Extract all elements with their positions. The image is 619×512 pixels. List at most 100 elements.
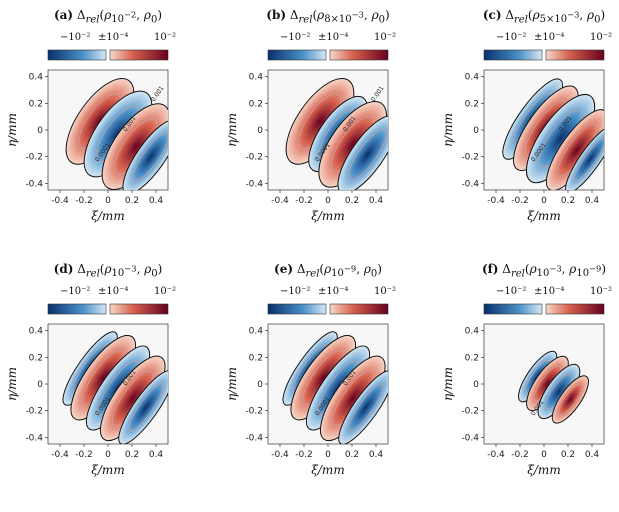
colorbar-tick-label: 10⁻² <box>590 32 613 43</box>
colorbar-tick-label: −10⁻² <box>496 32 527 43</box>
y-tick-label: 0.2 <box>29 99 43 109</box>
x-axis-label: ξ/mm <box>527 463 560 477</box>
x-tick-label: 0.2 <box>125 450 139 460</box>
positive-region <box>551 375 589 424</box>
colorbar-positive <box>329 49 389 61</box>
colorbar-tick-label: 10⁻² <box>154 32 177 43</box>
y-axis-label: η/mm <box>228 113 239 147</box>
x-tick-label: 0.4 <box>585 196 600 206</box>
y-tick-label: 0.4 <box>465 73 480 83</box>
x-tick-label: 0 <box>105 450 111 460</box>
y-tick-label: -0.2 <box>25 407 43 417</box>
colorbar-tick-label: 10⁻² <box>374 286 397 297</box>
y-tick-label: -0.2 <box>461 153 479 163</box>
y-axis-label: η/mm <box>444 113 455 147</box>
y-tick-label: -0.4 <box>25 179 43 189</box>
colorbar-tick-label: ±10⁻⁴ <box>318 32 349 43</box>
x-tick-label: 0.2 <box>125 196 139 206</box>
y-tick-label: 0.4 <box>249 327 264 337</box>
colorbar-positive <box>109 49 169 61</box>
x-tick-label: 0 <box>105 196 111 206</box>
y-tick-label: 0 <box>37 380 43 390</box>
colorbar-tick-label: −10⁻² <box>60 32 91 43</box>
colorbar-negative <box>483 49 543 61</box>
positive-region <box>99 355 166 442</box>
x-tick-label: 0.4 <box>369 450 384 460</box>
x-axis-label: ξ/mm <box>91 463 124 477</box>
y-tick-label: 0.4 <box>29 327 44 337</box>
x-tick-label: 0.4 <box>149 196 164 206</box>
x-tick-label: 0 <box>541 450 547 460</box>
negative-region <box>337 115 388 190</box>
colorbar-tick-label: ±10⁻⁴ <box>534 286 565 297</box>
x-tick-label: -0.4 <box>271 450 289 460</box>
x-tick-label: -0.2 <box>295 196 313 206</box>
colorbar-tick-label: −10⁻² <box>60 286 91 297</box>
y-tick-label: 0.2 <box>249 353 263 363</box>
colorbar-tick-label: ±10⁻⁴ <box>98 32 129 43</box>
contour-line <box>128 383 164 432</box>
x-tick-label: -0.4 <box>487 450 505 460</box>
y-tick-label: 0.2 <box>29 353 43 363</box>
x-tick-label: -0.2 <box>511 196 529 206</box>
x-axis-label: ξ/mm <box>311 463 344 477</box>
colorbar-tick-label: ±10⁻⁴ <box>534 32 565 43</box>
negative-region <box>122 119 168 190</box>
colorbar-positive <box>329 303 389 315</box>
x-tick-label: -0.2 <box>75 450 93 460</box>
panel-title-3: (c) Δrel(ρ5×10−3, ρ0) <box>482 8 606 26</box>
y-tick-label: 0 <box>473 126 479 136</box>
contour-line <box>348 129 387 181</box>
contour-line <box>348 383 384 432</box>
x-tick-label: 0.4 <box>149 450 164 460</box>
y-tick-label: 0.4 <box>249 73 264 83</box>
panel-title-1: (a) Δrel(ρ10−2, ρ0) <box>53 8 163 26</box>
negative-region <box>118 370 168 444</box>
x-tick-label: 0.4 <box>585 450 600 460</box>
x-tick-label: -0.4 <box>51 450 69 460</box>
colorbar-tick-label: 10⁻² <box>590 286 613 297</box>
colorbar-tick-label: ±10⁻⁴ <box>318 286 349 297</box>
colorbar-positive <box>109 303 169 315</box>
y-tick-label: -0.4 <box>245 179 263 189</box>
negative-region <box>565 125 604 190</box>
y-tick-label: 0 <box>473 380 479 390</box>
x-tick-label: -0.4 <box>271 196 289 206</box>
colorbar-negative <box>483 303 543 315</box>
colorbar-negative <box>267 49 327 61</box>
y-tick-label: 0 <box>37 126 43 136</box>
y-axis-label: η/mm <box>8 113 19 147</box>
colorbar-negative <box>47 49 107 61</box>
x-tick-label: 0.2 <box>561 450 575 460</box>
panel-plot-6: 0.001-0.4 -0.2 0 0.2 0.40.40.20-0.2-0.4ξ/mmη… <box>441 303 605 477</box>
x-tick-label: 0 <box>325 450 331 460</box>
y-tick-label: 0 <box>257 380 263 390</box>
y-axis-label: η/mm <box>228 367 239 401</box>
x-tick-label: -0.2 <box>75 196 93 206</box>
x-axis-label: ξ/mm <box>91 209 124 223</box>
colorbar-tick-label: ±10⁻⁴ <box>98 286 129 297</box>
y-tick-label: 0.4 <box>29 73 44 83</box>
contour-line <box>132 132 168 182</box>
x-axis-label: ξ/mm <box>311 209 344 223</box>
panel-title-4: (d) Δrel(ρ10−3, ρ0) <box>53 262 163 280</box>
colorbar-positive <box>545 303 605 315</box>
colorbar-negative <box>47 303 107 315</box>
y-tick-label: -0.4 <box>461 433 479 443</box>
y-tick-label: -0.4 <box>245 433 263 443</box>
y-tick-label: -0.2 <box>245 407 263 417</box>
positive-region <box>319 355 386 442</box>
y-axis-label: η/mm <box>444 367 455 401</box>
y-tick-label: 0 <box>257 126 263 136</box>
colorbar-tick-label: −10⁻² <box>280 286 311 297</box>
colorbar-tick-label: −10⁻² <box>280 32 311 43</box>
y-tick-label: -0.4 <box>461 179 479 189</box>
y-axis-label: η/mm <box>8 367 19 401</box>
x-tick-label: 0.2 <box>561 196 575 206</box>
y-tick-label: 0.2 <box>249 99 263 109</box>
